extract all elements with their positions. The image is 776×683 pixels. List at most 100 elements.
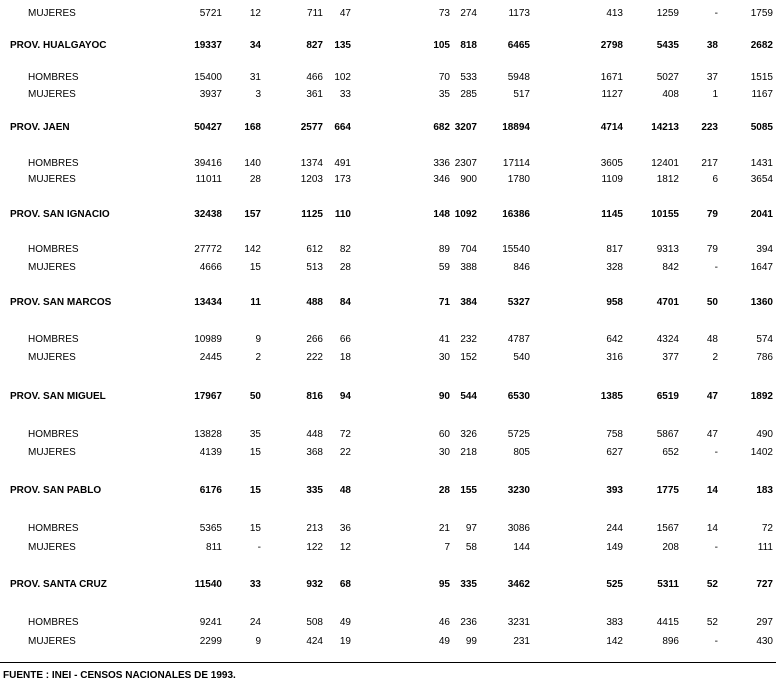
value-cell: 3230 <box>507 485 530 496</box>
value-cell: 574 <box>756 334 773 345</box>
value-cell: 34 <box>249 40 261 51</box>
value-cell: 540 <box>513 352 530 363</box>
value-cell: 10989 <box>194 334 222 345</box>
value-cell: 664 <box>334 122 351 133</box>
value-cell: 3 <box>255 89 261 100</box>
value-cell: 266 <box>306 334 323 345</box>
footer-rule <box>0 662 776 663</box>
value-cell: 99 <box>465 636 477 647</box>
value-cell: 12 <box>339 542 351 553</box>
value-cell: 361 <box>306 89 323 100</box>
value-cell: 827 <box>306 40 323 51</box>
value-cell: 900 <box>460 174 477 185</box>
value-cell: 14 <box>706 523 718 534</box>
value-cell: 84 <box>339 297 351 308</box>
value-cell: 627 <box>606 447 623 458</box>
table-row: HOMBRES 27772 142 612 82 89 704 15540 817 9313 79 3… <box>0 243 776 257</box>
value-cell: 5948 <box>507 72 530 83</box>
value-cell: 448 <box>306 429 323 440</box>
value-cell: 466 <box>306 72 323 83</box>
sex-label: MUJERES <box>28 542 76 553</box>
value-cell: 50 <box>249 391 261 402</box>
value-cell: 1167 <box>751 89 773 100</box>
value-cell: 13434 <box>194 297 222 308</box>
value-cell: 393 <box>606 485 623 496</box>
value-cell: 336 <box>433 158 450 169</box>
value-cell: 223 <box>701 122 718 133</box>
value-cell: 1567 <box>656 523 679 534</box>
value-cell: 231 <box>513 636 530 647</box>
value-cell: 383 <box>606 617 623 628</box>
table-row: MUJERES 4666 15 513 28 59 388 846 328 842 - 1647 <box>0 261 776 275</box>
value-cell: 122 <box>306 542 323 553</box>
value-cell: 73 <box>438 8 450 19</box>
value-cell: 142 <box>244 244 261 255</box>
value-cell: 6530 <box>507 391 530 402</box>
sex-label: HOMBRES <box>28 158 79 169</box>
value-cell: 1647 <box>750 262 773 273</box>
value-cell: 1125 <box>301 209 323 220</box>
value-cell: 27772 <box>194 244 222 255</box>
value-cell: 149 <box>606 542 623 553</box>
value-cell: 727 <box>756 579 773 590</box>
value-cell: 79 <box>706 244 718 255</box>
value-cell: 144 <box>513 542 530 553</box>
value-cell: 932 <box>306 579 323 590</box>
value-cell: 97 <box>465 523 477 534</box>
value-cell: 30 <box>438 447 450 458</box>
value-cell: 70 <box>438 72 450 83</box>
value-cell: 424 <box>306 636 323 647</box>
value-cell: 335 <box>460 579 477 590</box>
value-cell: 5725 <box>507 429 530 440</box>
value-cell: 1127 <box>601 89 623 100</box>
value-cell: 28 <box>339 262 351 273</box>
sex-label: HOMBRES <box>28 72 79 83</box>
value-cell: 173 <box>334 174 351 185</box>
value-cell: 14 <box>706 485 718 496</box>
province-label: PROV. SAN MIGUEL <box>10 391 106 402</box>
table-row: MUJERES 11011 28 1203 173 346 900 1780 1109 1812 6… <box>0 173 776 187</box>
table-row: MUJERES 4139 15 368 22 30 218 805 627 652 - 1402 <box>0 446 776 460</box>
value-cell: 19 <box>339 636 351 647</box>
value-cell: 12401 <box>651 158 679 169</box>
table-row: MUJERES 2299 9 424 19 49 99 231 142 896 - 430 <box>0 635 776 649</box>
province-label: PROV. JAEN <box>10 122 70 133</box>
value-cell: 15400 <box>194 72 222 83</box>
value-cell: 18894 <box>502 122 530 133</box>
value-cell: 612 <box>306 244 323 255</box>
table-row: HOMBRES 10989 9 266 66 41 232 4787 642 4324 48 574 <box>0 333 776 347</box>
value-cell: 135 <box>334 40 351 51</box>
value-cell: 805 <box>513 447 530 458</box>
value-cell: 525 <box>606 579 623 590</box>
value-cell: 11 <box>250 297 261 308</box>
value-cell: 72 <box>339 429 351 440</box>
value-cell: 2682 <box>750 40 773 51</box>
value-cell: 140 <box>244 158 261 169</box>
value-cell: 208 <box>662 542 679 553</box>
value-cell: 82 <box>339 244 351 255</box>
value-cell: 3937 <box>199 89 222 100</box>
value-cell: 22 <box>339 447 351 458</box>
sex-label: MUJERES <box>28 636 76 647</box>
value-cell: 49 <box>438 636 450 647</box>
value-cell: 326 <box>460 429 477 440</box>
province-row: PROV. SAN PABLO 6176 15 335 48 28 155 3230 393 17… <box>0 484 776 498</box>
sex-label: MUJERES <box>28 447 76 458</box>
value-cell: 66 <box>339 334 351 345</box>
value-cell: 2041 <box>750 209 773 220</box>
value-cell: 89 <box>438 244 450 255</box>
value-cell: - <box>257 542 261 553</box>
value-cell: 2577 <box>300 122 323 133</box>
value-cell: 346 <box>433 174 450 185</box>
value-cell: 28 <box>249 174 261 185</box>
value-cell: 31 <box>249 72 261 83</box>
value-cell: 1092 <box>454 209 477 220</box>
value-cell: 142 <box>606 636 623 647</box>
value-cell: 5435 <box>656 40 679 51</box>
value-cell: 642 <box>606 334 623 345</box>
value-cell: 13828 <box>194 429 222 440</box>
value-cell: 47 <box>706 429 718 440</box>
value-cell: 3207 <box>454 122 477 133</box>
value-cell: 3231 <box>507 617 530 628</box>
value-cell: 5721 <box>199 8 222 19</box>
